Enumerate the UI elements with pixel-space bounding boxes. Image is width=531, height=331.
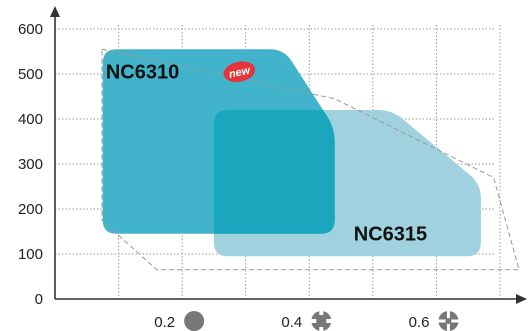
x-tick-label: 0.6 [409, 314, 430, 331]
tick-labels: 0 100 200 300 400 500 600 0.2 0.4 0.6 [18, 21, 460, 331]
icon-notch [310, 319, 317, 323]
y-tick-label: 400 [18, 111, 43, 128]
x-tick-label: 0.2 [154, 314, 175, 331]
icon-notch [326, 319, 333, 323]
region-label-nc6315: NC6315 [354, 224, 427, 246]
new-badge-text: new [228, 64, 253, 80]
icon-notch [319, 327, 324, 331]
y-tick-label: 500 [18, 66, 43, 83]
region-overlap [213, 110, 335, 234]
solid-circle-icon [184, 311, 205, 331]
y-tick-label: 300 [18, 156, 43, 173]
y-axis-arrow [50, 6, 60, 17]
chart-regions [101, 48, 520, 271]
y-tick-label: 200 [18, 201, 43, 218]
icon-circle [184, 311, 205, 331]
cross-notch-circle-icon [437, 310, 460, 331]
y-tick-label: 600 [18, 21, 43, 38]
region-labels: NC6315 NC6310 new [106, 61, 427, 246]
new-badge-shape [223, 61, 256, 83]
x-tick-label: 0.4 [281, 314, 302, 331]
new-badge: new [223, 61, 256, 83]
region-label-nc6310: NC6310 [106, 62, 179, 84]
y-tick-label: 0 [35, 291, 43, 308]
icon-circle [311, 311, 332, 331]
envelope-outline [101, 48, 520, 271]
icon-notch [319, 310, 324, 315]
four-notch-circle-icon [310, 310, 333, 331]
x-axis-arrow [516, 294, 527, 304]
y-tick-label: 100 [18, 246, 43, 263]
axes [50, 6, 527, 304]
icon-hub [445, 318, 452, 324]
